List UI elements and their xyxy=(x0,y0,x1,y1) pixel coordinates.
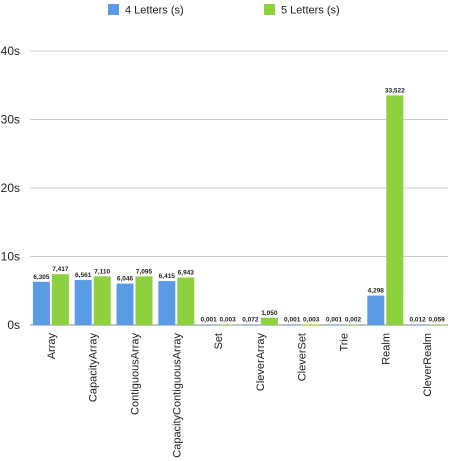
bar xyxy=(116,283,134,325)
bar xyxy=(302,324,320,325)
category-label: CleverSet xyxy=(297,333,309,381)
bar xyxy=(283,324,301,325)
legend: 4 Letters (s) 5 Letters (s) xyxy=(108,4,340,17)
category-label: CapacityArray xyxy=(88,333,100,403)
y-tick-label: 30s xyxy=(1,113,20,127)
data-label: 6,415 xyxy=(159,273,176,280)
bar xyxy=(241,324,259,325)
y-tick-label: 20s xyxy=(1,181,20,195)
legend-swatch xyxy=(264,4,275,15)
bar xyxy=(93,276,111,325)
bar xyxy=(260,317,278,325)
bar xyxy=(177,277,195,325)
category-label: CapacityContiguousArray xyxy=(171,333,183,458)
bar xyxy=(74,280,92,325)
data-label: 1,050 xyxy=(261,310,278,317)
category-label: CleverRealm xyxy=(422,333,434,397)
category-label: Trie xyxy=(339,333,351,352)
bar xyxy=(32,281,50,325)
data-label: 0,012 xyxy=(409,316,426,323)
bar xyxy=(428,324,446,325)
data-label: 0,072 xyxy=(242,316,259,323)
data-label: 0,003 xyxy=(303,316,320,323)
data-label: 6,943 xyxy=(178,269,195,276)
bar xyxy=(135,276,153,325)
bars xyxy=(32,95,446,325)
legend-label: 5 Letters (s) xyxy=(281,5,340,17)
bar xyxy=(51,274,69,325)
category-label: Array xyxy=(46,333,58,360)
data-label: 7,095 xyxy=(136,268,153,275)
data-label: 0,059 xyxy=(428,316,445,323)
data-label: 0,001 xyxy=(200,316,217,323)
legend-swatch xyxy=(108,4,119,15)
x-axis: Array CapacityArray ContiguousArray Capacit… xyxy=(46,333,434,458)
data-label: 0,002 xyxy=(345,316,362,323)
data-label: 4,298 xyxy=(368,288,385,295)
bar xyxy=(158,281,176,325)
category-label: CleverArray xyxy=(255,333,267,392)
category-label: ContiguousArray xyxy=(130,333,142,415)
y-axis: 0s 10s 20s 30s 40s xyxy=(1,44,20,332)
data-label: 0,003 xyxy=(219,316,236,323)
data-label: 0,001 xyxy=(326,316,343,323)
bar xyxy=(219,324,237,325)
data-label: 6,561 xyxy=(75,272,92,279)
bar xyxy=(386,95,404,325)
data-label: 6,046 xyxy=(117,276,134,283)
y-tick-label: 0s xyxy=(7,318,20,332)
y-tick-label: 10s xyxy=(1,250,20,264)
data-label: 7,110 xyxy=(94,268,110,275)
legend-label: 4 Letters (s) xyxy=(125,5,184,17)
bar xyxy=(409,324,427,325)
bar xyxy=(200,324,218,325)
data-label: 33,522 xyxy=(385,87,405,94)
bar xyxy=(367,295,385,325)
category-label: Realm xyxy=(380,333,392,365)
y-tick-label: 40s xyxy=(1,44,20,58)
bar xyxy=(325,324,343,325)
data-label: 6,305 xyxy=(33,274,50,281)
data-label: 0,001 xyxy=(284,316,301,323)
bar xyxy=(344,324,362,325)
category-label: Set xyxy=(213,333,225,350)
data-label: 7,417 xyxy=(52,266,69,273)
